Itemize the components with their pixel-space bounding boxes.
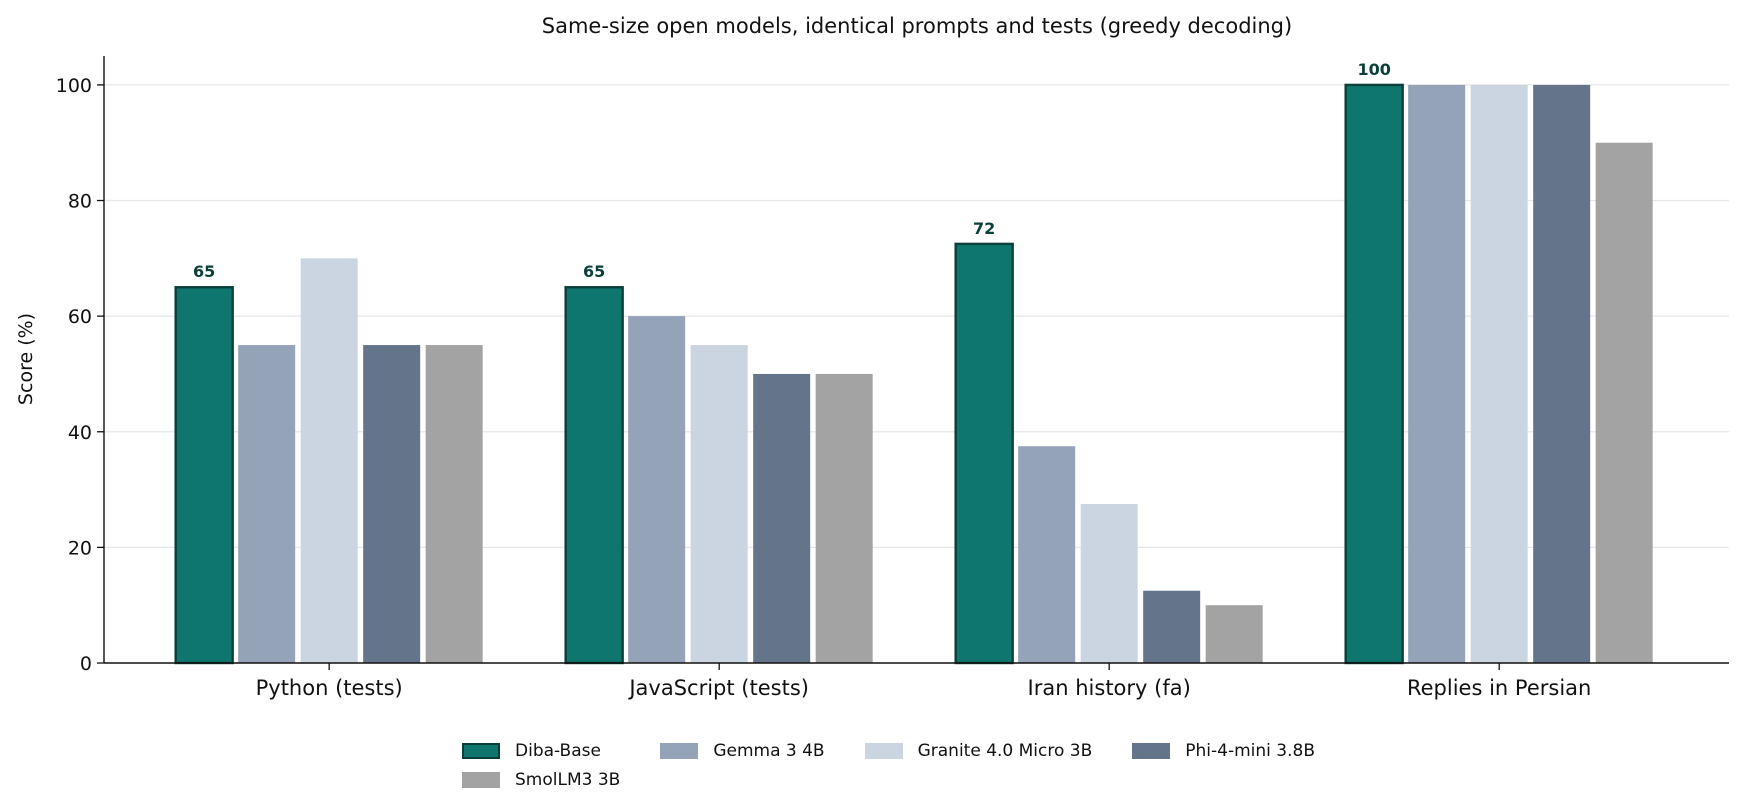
y-tick-label: 60: [68, 306, 92, 328]
legend-swatch: [660, 742, 699, 759]
bar: [174, 286, 234, 665]
data-label: 72: [973, 219, 995, 238]
bar: [1344, 83, 1404, 665]
bar: [1408, 84, 1466, 663]
bar: [1470, 84, 1528, 663]
y-tick-label: 100: [56, 75, 92, 97]
bars: [174, 83, 1653, 665]
legend-label: Diba-Base: [515, 740, 601, 761]
x-tick-label: Python (tests): [256, 676, 403, 700]
legend-item: Phi-4-mini 3.8B: [1132, 736, 1315, 765]
data-label: 65: [193, 262, 215, 281]
y-tick-label: 40: [68, 422, 92, 444]
data-labels: 65 65 72 100: [193, 60, 1391, 281]
y-axis-label: Score (%): [15, 313, 37, 405]
bar: [1595, 142, 1653, 663]
data-label: 65: [583, 262, 605, 281]
x-tick-label: Iran history (fa): [1028, 676, 1191, 700]
legend-swatch: [864, 742, 903, 759]
bar: [564, 286, 624, 665]
bar: [300, 258, 358, 663]
x-tick-label: Replies in Persian: [1407, 676, 1591, 700]
bar: [1143, 590, 1201, 663]
data-label: 100: [1357, 60, 1390, 79]
legend-item: SmolLM3 3B: [462, 765, 620, 794]
y-tick-label: 0: [80, 653, 92, 675]
y-tick-label: 20: [68, 537, 92, 559]
axes: 0 20 40 60 80 100 Python (tests) JavaScript (te…: [56, 56, 1729, 700]
chart-title: Same-size open models, identical prompts…: [542, 14, 1292, 38]
bar: [815, 373, 873, 663]
legend-label: SmolLM3 3B: [515, 769, 621, 790]
bar: [1018, 446, 1076, 663]
bar: [1080, 504, 1138, 663]
bar: [1205, 605, 1263, 663]
legend-item: Gemma 3 4B: [660, 736, 825, 765]
y-tick-label: 80: [68, 191, 92, 213]
bar: [954, 242, 1014, 665]
legend-item: Diba-Base: [462, 736, 620, 765]
bar: [753, 373, 811, 663]
legend-swatch: [462, 742, 500, 759]
bar: [363, 345, 421, 663]
bar: [425, 345, 483, 663]
legend: Diba-Base Gemma 3 4B Granite 4.0 Micro 3B P…: [462, 736, 1412, 794]
bar: [690, 345, 748, 663]
legend-label: Gemma 3 4B: [713, 740, 825, 761]
legend-label: Phi-4-mini 3.8B: [1185, 740, 1315, 761]
legend-swatch: [462, 771, 500, 788]
x-tick-label: JavaScript (tests): [627, 676, 809, 700]
legend-swatch: [1132, 742, 1171, 759]
bar: [628, 316, 686, 663]
legend-item: Granite 4.0 Micro 3B: [864, 736, 1093, 765]
bar: [1533, 84, 1591, 663]
legend-label: Granite 4.0 Micro 3B: [917, 740, 1093, 761]
bar: [238, 345, 296, 663]
